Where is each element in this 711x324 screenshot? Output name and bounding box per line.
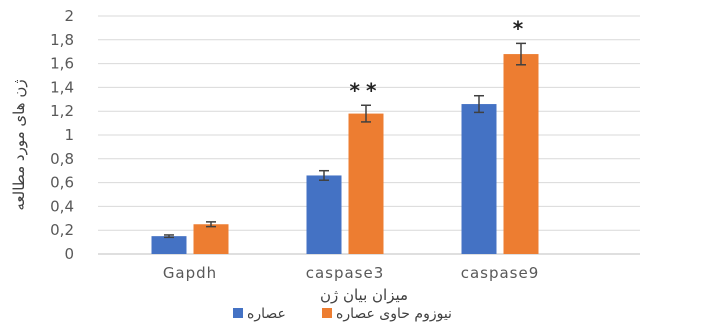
legend-label-2: نیوزوم حاوی عصاره: [336, 306, 452, 322]
y-tick-label: 1,8: [50, 31, 74, 49]
bar-caspase3-series-2: [348, 113, 384, 254]
y-tick-label: 0,4: [50, 197, 74, 215]
legend-swatch-2: [322, 308, 332, 318]
bar-caspase9-series-2: [503, 54, 539, 254]
y-tick-label: 0,8: [50, 150, 74, 168]
bar-Gapdh-series-1: [151, 236, 187, 254]
y-tick-label: 1,4: [50, 78, 74, 96]
y-tick-label: 0,2: [50, 221, 74, 239]
bar-caspase9-series-1: [461, 104, 497, 254]
legend-label-1: عصاره: [247, 306, 286, 322]
legend-swatch-1: [233, 308, 243, 318]
significance-annotation: **: [350, 78, 383, 102]
x-axis-title: میزان بیان ژن: [320, 286, 408, 304]
legend: عصاره نیوزوم حاوی عصاره: [233, 306, 452, 322]
error-bars: [164, 42, 526, 239]
bars: [151, 54, 539, 254]
y-tick-label: 0: [64, 245, 74, 263]
x-category-label: caspase9: [461, 264, 540, 282]
y-tick-label: 1,6: [50, 55, 74, 73]
y-tick-label: 1,2: [50, 102, 74, 120]
x-category-label: Gapdh: [163, 264, 217, 282]
y-tick-label: 1: [64, 126, 74, 144]
bar-Gapdh-series-2: [193, 224, 229, 254]
y-tick-label: 0,6: [50, 174, 74, 192]
significance-annotation: *: [513, 16, 529, 40]
x-axis-categories: Gapdh caspase3 caspase9: [163, 264, 540, 282]
y-axis-ticks: 0 0,2 0,4 0,6 0,8 1 1,2 1,4 1,6 1,8 2: [50, 7, 74, 263]
bar-caspase3-series-1: [306, 175, 342, 254]
x-category-label: caspase3: [306, 264, 385, 282]
y-axis-title: ژن های مورد مطالعه: [10, 79, 28, 210]
significance-annotations: ***: [350, 16, 529, 102]
y-tick-label: 2: [64, 7, 74, 25]
